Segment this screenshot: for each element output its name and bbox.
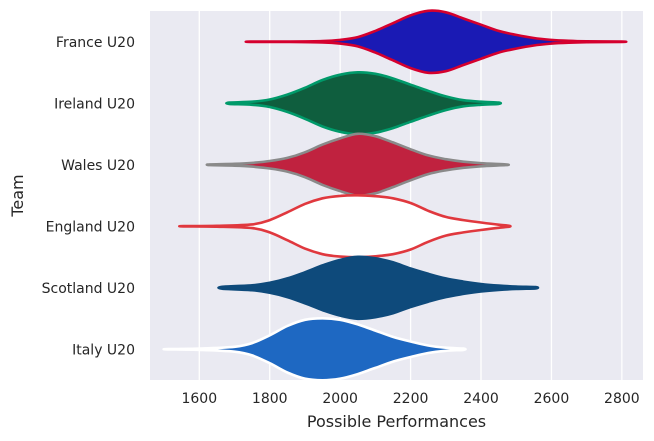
violin-italy-u20 xyxy=(162,317,467,382)
x-tick-label: 1800 xyxy=(252,391,288,407)
violin-england-u20 xyxy=(178,193,512,259)
x-tick-labels: 1600 1800 2000 2200 2400 2600 2800 xyxy=(181,391,639,407)
violin-scotland-u20 xyxy=(217,255,540,321)
x-tick-label: 2000 xyxy=(322,391,358,407)
x-tick-label: 2200 xyxy=(393,391,429,407)
y-axis-label: Team xyxy=(8,174,27,217)
y-tick-label: Ireland U20 xyxy=(54,96,135,112)
violins xyxy=(162,9,628,382)
violin-ireland-u20 xyxy=(225,70,503,136)
y-tick-label: Italy U20 xyxy=(72,342,135,358)
x-tick-label: 2600 xyxy=(534,391,570,407)
y-tick-labels: France U20 Ireland U20 Wales U20 England U2… xyxy=(42,35,135,359)
x-tick-label: 1600 xyxy=(181,391,217,407)
y-tick-label: Wales U20 xyxy=(61,158,135,174)
y-tick-label: Scotland U20 xyxy=(42,281,135,297)
violin-wales-u20 xyxy=(205,132,511,198)
plot-area xyxy=(150,11,643,380)
y-tick-label: England U20 xyxy=(46,219,135,235)
x-tick-label: 2800 xyxy=(604,391,640,407)
violin-france-u20 xyxy=(244,9,628,75)
x-axis-label: Possible Performances xyxy=(307,412,486,431)
y-tick-label: France U20 xyxy=(56,35,135,51)
x-tick-label: 2400 xyxy=(463,391,499,407)
